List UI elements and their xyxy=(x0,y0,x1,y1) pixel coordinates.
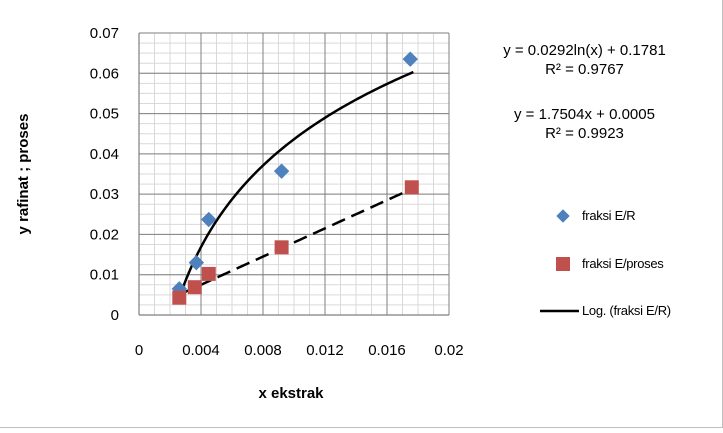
data-point-fraksi-eproses xyxy=(274,240,289,255)
x-tick-label: 0.012 xyxy=(306,342,344,359)
linear-equation-text: y = 1.7504x + 0.0005 xyxy=(514,106,655,123)
x-tick-label: 0.004 xyxy=(182,342,220,359)
y-tick-label: 0.06 xyxy=(90,65,119,82)
log-equation-text: y = 0.0292ln(x) + 0.1781 xyxy=(503,42,666,59)
linear-r-squared-text: R² = 0.9923 xyxy=(545,125,624,142)
y-tick-label: 0.04 xyxy=(90,146,119,163)
log-trendline xyxy=(179,70,414,294)
y-tick-label: 0.05 xyxy=(90,106,119,123)
y-tick-label: 0 xyxy=(111,307,119,324)
log-r-squared-text: R² = 0.9767 xyxy=(545,61,624,78)
legend-label-log-trendline: Log. (fraksi E/R) xyxy=(582,303,671,318)
x-tick-label: 0.008 xyxy=(244,342,282,359)
y-tick-label: 0.02 xyxy=(90,226,119,243)
data-point-fraksi-eproses xyxy=(187,280,202,295)
legend-symbol-square xyxy=(556,257,570,271)
legend-label-fraksi-er: fraksi E/R xyxy=(582,208,636,223)
x-tick-label: 0 xyxy=(135,342,143,359)
linear-trendline xyxy=(178,187,414,296)
data-point-fraksi-er xyxy=(402,51,418,67)
x-tick-label: 0.02 xyxy=(434,342,463,359)
log-trendline-equation: y = 0.0292ln(x) + 0.1781 R² = 0.9767 xyxy=(472,41,697,79)
data-point-fraksi-eproses xyxy=(201,266,216,281)
data-point-fraksi-eproses xyxy=(172,290,187,305)
linear-trendline-equation: y = 1.7504x + 0.0005 R² = 0.9923 xyxy=(472,105,697,143)
y-axis-label: y rafinat ; proses xyxy=(15,114,32,235)
y-tick-label: 0.07 xyxy=(90,25,119,42)
data-point-fraksi-er xyxy=(188,254,205,271)
x-axis-label: x ekstrak xyxy=(258,385,324,402)
legend-symbol-diamond xyxy=(556,209,570,223)
y-tick-label: 0.01 xyxy=(90,267,119,284)
data-point-fraksi-eproses xyxy=(404,180,419,195)
data-point-fraksi-er xyxy=(201,211,217,228)
legend-label-fraksi-eproses: fraksi E/proses xyxy=(582,256,664,271)
x-tick-label: 0.016 xyxy=(368,342,406,359)
data-point-fraksi-er xyxy=(273,163,290,179)
y-tick-label: 0.03 xyxy=(90,186,119,203)
